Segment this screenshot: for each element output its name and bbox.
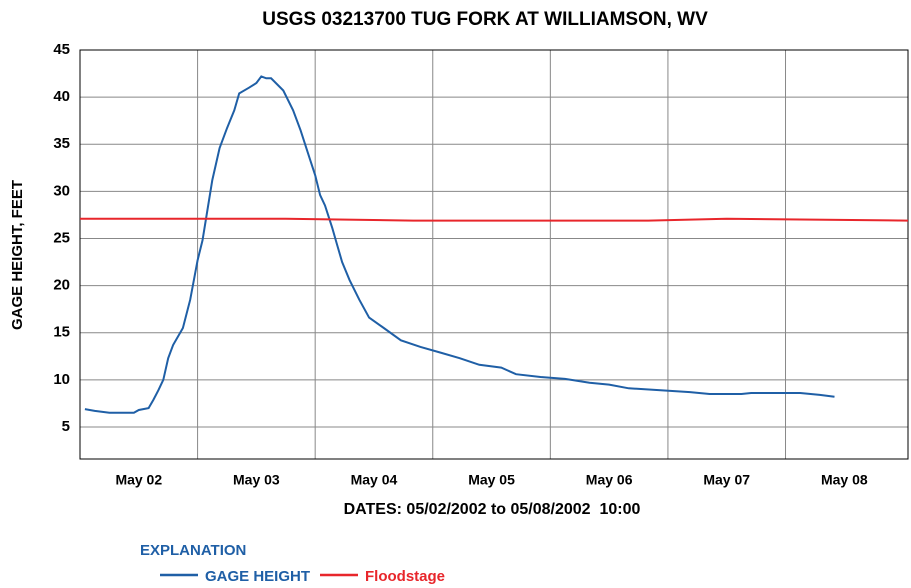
x-tick-label: May 04 [351, 472, 398, 488]
legend-label: GAGE HEIGHT [205, 568, 310, 585]
y-tick-label: 5 [62, 418, 70, 435]
y-tick-label: 15 [53, 324, 70, 341]
x-axis-label: DATES: 05/02/2002 to 05/08/2002 10:00 [344, 501, 641, 518]
x-tick-label: May 02 [115, 472, 162, 488]
legend-label: Floodstage [365, 568, 445, 585]
x-tick-label: May 07 [703, 472, 750, 488]
y-tick-label: 40 [53, 88, 70, 105]
x-tick-label: May 06 [586, 472, 633, 488]
x-tick-label: May 03 [233, 472, 280, 488]
y-tick-label: 35 [53, 135, 70, 152]
x-tick-label: May 05 [468, 472, 515, 488]
y-tick-label: 10 [53, 371, 70, 388]
y-tick-label: 30 [53, 182, 70, 199]
chart-title: USGS 03213700 TUG FORK AT WILLIAMSON, WV [262, 9, 708, 30]
y-tick-label: 20 [53, 277, 70, 294]
y-tick-label: 25 [53, 229, 70, 246]
legend-title: EXPLANATION [140, 542, 246, 559]
y-tick-label: 45 [53, 41, 70, 58]
y-axis-label: GAGE HEIGHT, FEET [9, 180, 26, 330]
data-line [84, 75, 835, 414]
plot-border [79, 49, 909, 460]
x-tick-label: May 08 [821, 472, 868, 488]
data-line [80, 217, 909, 222]
